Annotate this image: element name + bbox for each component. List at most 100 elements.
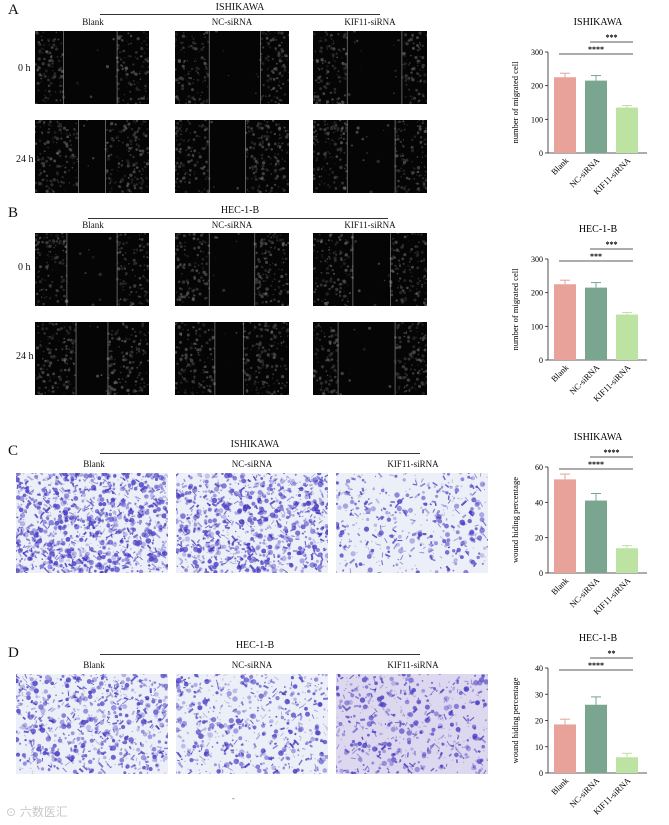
panel-b-col-blank: Blank [82, 220, 104, 230]
panel-d-col-kif: KIF11-siRNA [387, 660, 439, 670]
chart-y-tick-label: 0 [539, 769, 543, 778]
panel-b-title: HEC-1-B [220, 205, 260, 216]
chart-x-tick-label: Blank [549, 362, 571, 384]
panel-d-title: HEC-1-B [235, 640, 275, 651]
transwell-image-d-blank [16, 674, 168, 774]
chart-significance-label: *** [606, 33, 618, 42]
chart-y-tick-label: 100 [531, 322, 543, 331]
chart-bar-nc-sirna [585, 80, 607, 153]
chart-x-tick-label: Blank [549, 575, 571, 597]
panel-b-col-nc: NC-siRNA [211, 220, 253, 230]
bar-chart-d: HEC-1-B wound hiding percentage 0 10 20 30 40 B… [510, 633, 647, 817]
chart-y-label: number of migrated cell [510, 268, 520, 351]
panel-b-row-24h: 24 h [16, 351, 34, 362]
chart-y-tick-label: 0 [539, 356, 543, 365]
chart-significance-label: **** [588, 460, 604, 469]
chart-y-tick-label: 20 [535, 534, 543, 543]
panel-letter-d: D [8, 645, 19, 661]
chart-y-tick-label: 0 [539, 569, 543, 578]
transwell-image-c-nc [176, 473, 328, 573]
panel-d-col-blank: Blank [83, 660, 105, 670]
panel-b-row-0h: 0 h [18, 262, 31, 273]
wound-image-a-kif-0h [313, 31, 427, 104]
transwell-image-c-kif [336, 473, 488, 573]
panel-a-col-blank: Blank [82, 17, 104, 27]
panel-c-col-blank: Blank [83, 459, 105, 469]
panel-c-divider [100, 453, 420, 454]
chart-y-tick-label: 200 [531, 82, 543, 91]
wound-image-b-kif-24h [313, 322, 427, 395]
footer-mark: - [232, 794, 235, 803]
bar-chart-a: ISHIKAWA number of migrated cell 0 100 200 30… [510, 17, 647, 197]
transwell-image-c-blank [16, 473, 168, 573]
wound-image-b-blank-24h [35, 322, 149, 395]
chart-bar-blank [554, 77, 576, 153]
panel-letter-c: C [8, 443, 19, 459]
chart-bar-blank [554, 284, 576, 360]
chart-x-tick-label: Blank [549, 775, 571, 797]
chart-bar-nc-sirna [585, 500, 607, 573]
chart-y-tick-label: 40 [535, 664, 543, 673]
panel-a-col-nc: NC-siRNA [211, 17, 253, 27]
chart-y-tick-label: 60 [535, 463, 543, 472]
panel-b-divider [88, 218, 388, 219]
chart-y-tick-label: 20 [535, 717, 543, 726]
wound-image-b-nc-24h [175, 322, 289, 395]
wound-image-b-nc-0h [175, 233, 289, 306]
wound-image-a-blank-0h [35, 31, 149, 104]
panel-c-col-kif: KIF11-siRNA [387, 459, 439, 469]
chart-y-label: wound hiding percentage [510, 477, 520, 563]
chart-y-tick-label: 200 [531, 289, 543, 298]
chart-bar-nc-sirna [585, 704, 607, 773]
chart-significance-label: ** [608, 649, 616, 658]
wound-image-a-kif-24h [313, 120, 427, 193]
watermark: ⊙ 六数医汇 [6, 805, 68, 819]
wound-image-b-kif-0h [313, 233, 427, 306]
panel-c-title: ISHIKAWA [230, 439, 280, 450]
transwell-image-d-kif [336, 674, 488, 774]
panel-d-col-nc: NC-siRNA [231, 660, 273, 670]
chart-y-label: wound hiding percentage [510, 677, 520, 763]
chart-significance-label: **** [588, 45, 604, 54]
chart-y-tick-label: 300 [531, 255, 543, 264]
chart-significance-label: **** [604, 448, 620, 457]
wound-image-a-nc-0h [175, 31, 289, 104]
chart-y-tick-label: 300 [531, 48, 543, 57]
panel-letter-b: B [8, 205, 19, 221]
panel-a-divider [100, 14, 380, 15]
chart-significance-label: *** [606, 240, 618, 249]
chart-title: HEC-1-B [579, 633, 618, 644]
chart-bar-blank [554, 479, 576, 573]
bar-chart-b: HEC-1-B number of migrated cell 0 100 200 300… [510, 224, 647, 404]
chart-bar-kif11-sirna [616, 314, 638, 360]
chart-bar-kif11-sirna [616, 107, 638, 153]
panel-b-col-kif: KIF11-siRNA [344, 220, 396, 230]
panel-a-row-24h: 24 h [16, 154, 34, 165]
chart-significance-label: **** [588, 661, 604, 670]
chart-y-tick-label: 40 [535, 498, 543, 507]
chart-title: ISHIKAWA [574, 17, 623, 28]
watermark-logo-icon: ⊙ [6, 805, 17, 819]
panel-a-row-0h: 0 h [18, 63, 31, 74]
chart-title: ISHIKAWA [574, 432, 623, 443]
chart-y-label: number of migrated cell [510, 61, 520, 144]
chart-y-tick-label: 30 [535, 690, 543, 699]
chart-y-tick-label: 0 [539, 149, 543, 158]
bar-chart-c: ISHIKAWA wound hiding percentage 0 20 40 60 Bl… [510, 432, 647, 617]
chart-bar-blank [554, 724, 576, 773]
panel-d-divider [100, 654, 420, 655]
chart-bar-nc-sirna [585, 287, 607, 360]
panel-a-title: ISHIKAWA [215, 2, 265, 13]
panel-a-col-kif: KIF11-siRNA [344, 17, 396, 27]
chart-significance-label: *** [590, 252, 602, 261]
wound-image-a-blank-24h [35, 120, 149, 193]
chart-bar-kif11-sirna [616, 548, 638, 573]
chart-title: HEC-1-B [579, 224, 618, 235]
chart-x-tick-label: Blank [549, 155, 571, 177]
chart-y-tick-label: 100 [531, 115, 543, 124]
wound-image-a-nc-24h [175, 120, 289, 193]
panel-letter-a: A [8, 2, 19, 18]
transwell-image-d-nc [176, 674, 328, 774]
panel-c-col-nc: NC-siRNA [231, 459, 273, 469]
chart-y-tick-label: 10 [535, 743, 543, 752]
